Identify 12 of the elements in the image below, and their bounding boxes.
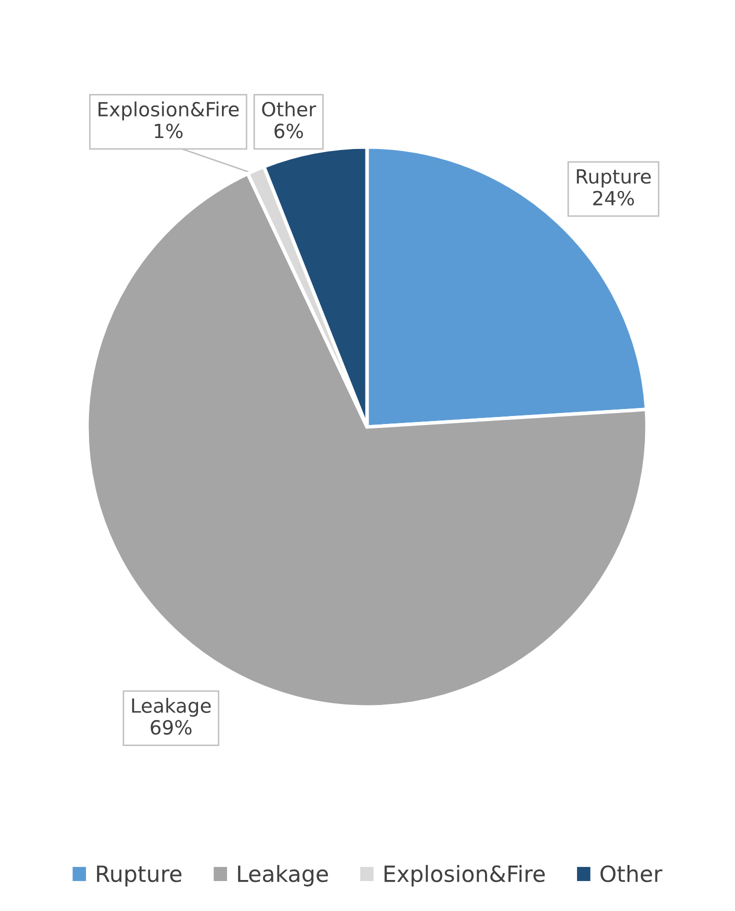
data-label: 24% bbox=[593, 190, 634, 206]
legend-label: Explosion&Fire bbox=[384, 864, 545, 886]
legend-label: Leakage bbox=[238, 864, 328, 886]
data-label: 1% bbox=[154, 124, 183, 138]
data-label: 6% bbox=[274, 124, 303, 138]
slice-label: Other bbox=[262, 102, 316, 117]
data-label: 69% bbox=[150, 720, 192, 735]
slice-label: Rupture bbox=[576, 169, 651, 188]
legend-label: Other bbox=[600, 864, 662, 882]
legend-label: Rupture bbox=[97, 866, 182, 886]
slice-label: Explosion&Fire bbox=[98, 102, 239, 120]
slice-label: Leakage bbox=[132, 698, 211, 717]
